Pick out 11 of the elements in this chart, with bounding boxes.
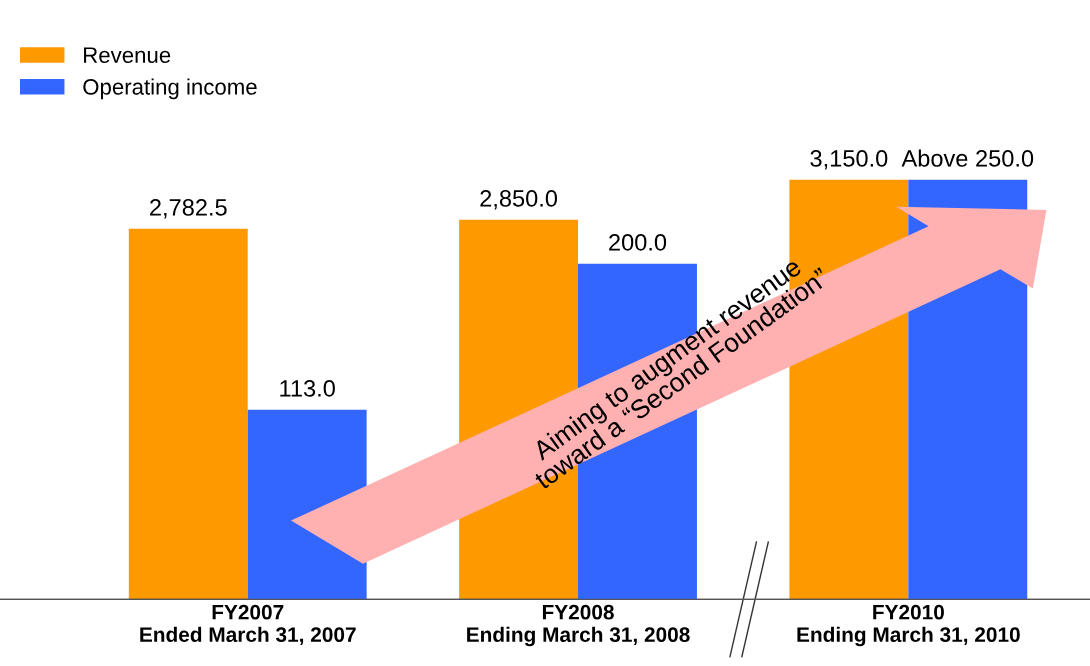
x-tick-label: FY2010 Ending March 31, 2010 <box>797 604 1020 647</box>
data-label: 200.0 <box>609 234 667 251</box>
data-label: 3,150.0 <box>810 150 888 170</box>
legend-label: Revenue <box>84 47 171 63</box>
data-label: 2,850.0 <box>480 190 558 210</box>
x-tick-label: FY2008 Ending March 31, 2008 <box>467 604 690 647</box>
x-tick-label: FY2007 Ended March 31, 2007 <box>140 604 356 646</box>
data-label: 113.0 <box>280 380 335 397</box>
legend-label: Operating income <box>83 78 257 100</box>
data-label: 2,782.5 <box>150 199 227 219</box>
data-label: Above 250.0 <box>901 149 1034 167</box>
